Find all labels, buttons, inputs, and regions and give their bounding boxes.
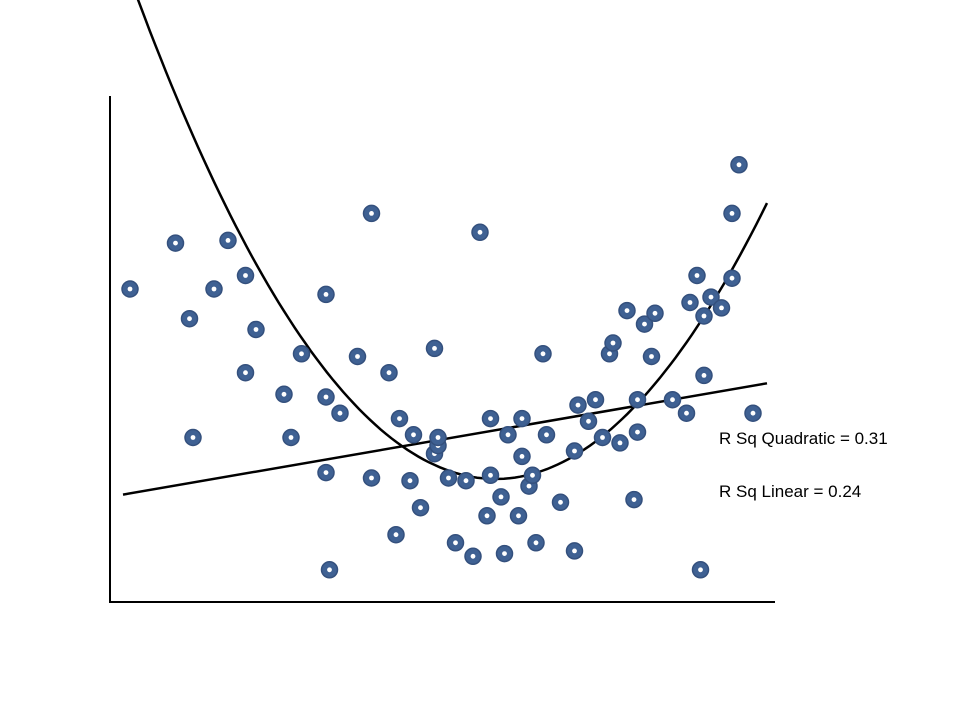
data-point	[628, 390, 647, 409]
quadratic-fit-line	[136, 0, 769, 481]
data-point	[681, 293, 699, 312]
data-point	[509, 507, 528, 525]
data-point	[205, 280, 223, 298]
axes	[109, 96, 775, 603]
data-point	[723, 269, 741, 287]
data-point	[471, 223, 489, 242]
data-point	[362, 469, 381, 487]
data-point	[292, 345, 311, 363]
r-squared-quadratic-label: R Sq Quadratic = 0.31	[719, 429, 888, 448]
fit-lines	[122, 0, 769, 496]
data-point	[275, 385, 293, 404]
data-point	[317, 388, 335, 406]
data-point	[611, 434, 629, 452]
data-point	[628, 423, 647, 441]
data-point	[604, 334, 622, 352]
data-point	[663, 390, 682, 409]
data-point	[121, 280, 139, 298]
data-point	[429, 428, 447, 447]
data-point	[401, 471, 419, 490]
data-point	[635, 315, 654, 333]
data-point	[331, 404, 349, 422]
data-point	[166, 234, 185, 252]
data-point	[677, 404, 696, 422]
data-point	[411, 498, 430, 517]
data-point	[320, 561, 339, 579]
data-point	[646, 304, 664, 323]
data-point	[523, 466, 542, 485]
data-point	[565, 542, 584, 560]
r-squared-linear-label: R Sq Linear = 0.24	[719, 482, 862, 501]
data-point	[730, 156, 748, 174]
data-point	[744, 404, 762, 422]
data-point	[702, 288, 720, 306]
data-point	[236, 266, 255, 285]
data-point	[439, 469, 458, 487]
data-point	[236, 363, 255, 382]
data-point	[723, 204, 741, 223]
data-point	[565, 442, 584, 460]
data-point	[625, 490, 643, 509]
data-point	[481, 466, 500, 485]
data-point	[492, 488, 510, 506]
data-point	[362, 204, 381, 223]
data-point	[446, 534, 465, 552]
data-point	[499, 426, 517, 444]
data-point	[618, 301, 636, 320]
data-point	[317, 285, 335, 304]
data-point	[387, 525, 405, 544]
data-point	[464, 547, 482, 566]
data-point	[593, 428, 612, 447]
data-point	[348, 347, 367, 366]
data-point	[712, 299, 731, 317]
data-point	[534, 345, 552, 363]
data-point	[317, 463, 335, 482]
data-point	[425, 339, 444, 358]
data-point	[495, 544, 514, 563]
data-point	[282, 428, 300, 447]
data-point	[520, 477, 538, 495]
data-point	[688, 266, 706, 285]
data-point	[481, 409, 500, 428]
data-point	[390, 409, 409, 428]
data-point	[586, 390, 605, 409]
data-point	[691, 561, 710, 579]
data-point	[513, 409, 531, 428]
data-point	[478, 507, 496, 525]
data-point	[527, 534, 545, 552]
data-point	[537, 426, 556, 444]
data-point	[569, 396, 587, 414]
data-point	[579, 412, 598, 431]
data-point	[180, 309, 199, 328]
data-point	[695, 366, 713, 385]
data-point	[380, 363, 398, 382]
data-point	[457, 471, 475, 490]
data-point	[404, 426, 423, 444]
data-point	[551, 493, 570, 512]
data-point	[695, 307, 713, 325]
data-point	[642, 347, 661, 366]
data-point	[184, 428, 202, 447]
data-point	[247, 320, 265, 339]
data-points	[121, 156, 762, 579]
data-point	[513, 447, 531, 466]
data-point	[219, 231, 237, 250]
